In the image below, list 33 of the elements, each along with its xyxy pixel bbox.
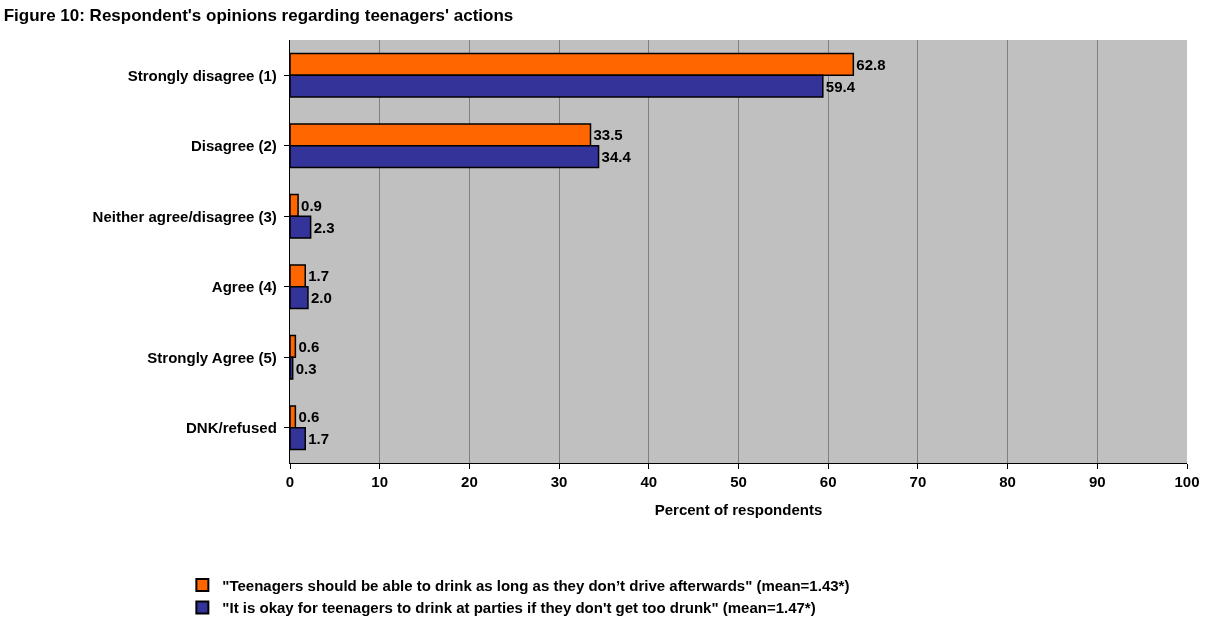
data-label: 0.9 [301, 196, 322, 214]
data-label: 59.4 [825, 77, 856, 95]
y-tick-label: DNK/refused [185, 419, 277, 436]
x-tick-label: 0 [285, 473, 295, 490]
x-axis-title: Percent of respondents [654, 501, 823, 518]
data-label: 2.0 [310, 289, 332, 307]
x-tick-label: 40 [640, 473, 658, 490]
y-tick-label: Neither agree/disagree (3) [92, 207, 277, 225]
legend-label: "It is okay for teenagers to drink at parties if they don't get too drunk" (mean=1.47*) [222, 599, 816, 617]
x-tick-label: 90 [1088, 473, 1106, 490]
data-label: 0.6 [298, 408, 320, 426]
y-tick-label: Strongly Agree (5) [147, 348, 277, 366]
x-tick-label: 50 [730, 473, 747, 490]
x-tick-label: 80 [999, 473, 1016, 490]
data-label: 0.6 [298, 337, 320, 355]
data-label: 62.8 [856, 55, 886, 73]
x-tick-label: 30 [550, 473, 568, 490]
legend-label: "Teenagers should be able to drink as long as they don’t drive afterwards" (mean=1.43*) [222, 576, 850, 594]
data-label: 1.7 [308, 430, 330, 448]
data-label: 33.5 [593, 126, 623, 144]
chart-title: Figure 10: Respondent's opinions regarding teenagers' actions [3, 6, 514, 26]
x-tick-label: 100 [1174, 473, 1200, 490]
y-tick-label: Disagree (2) [190, 137, 277, 154]
data-label: 1.7 [308, 267, 330, 285]
x-tick-label: 10 [371, 473, 389, 490]
x-tick-label: 20 [461, 473, 478, 490]
x-tick-label: 70 [909, 473, 927, 490]
data-label: 2.3 [313, 218, 335, 236]
data-label: 34.4 [601, 148, 632, 166]
data-label: 0.3 [295, 359, 317, 377]
y-tick-label: Agree (4) [211, 278, 277, 295]
y-tick-label: Strongly disagree (1) [127, 66, 277, 84]
x-tick-label: 60 [819, 473, 837, 490]
